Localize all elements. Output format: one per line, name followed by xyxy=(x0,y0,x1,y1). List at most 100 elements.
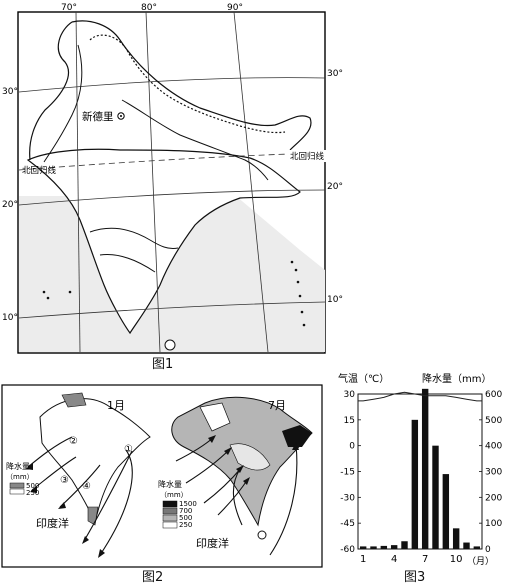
jan-ocean-label: 印度洋 xyxy=(36,516,69,530)
arrow-head-icon xyxy=(26,463,33,470)
island xyxy=(302,323,306,327)
jan-legend-title: 降水量 xyxy=(6,461,30,471)
tropic-label-right-box xyxy=(288,150,326,162)
right-tick-label: 500 xyxy=(485,416,502,426)
arrow-head-icon xyxy=(30,486,37,493)
jan-legend-unit: （mm） xyxy=(6,473,34,481)
left-tick-label: -60 xyxy=(340,545,355,555)
meridian-90 xyxy=(233,11,269,353)
figure-2-maps: 1月 ② ① ③ ④ 降水量 （mm） 500 250 印度洋 xyxy=(1,384,323,568)
city-label-new-delhi: 新德里 xyxy=(82,110,114,123)
arrow-head-icon xyxy=(58,502,66,509)
lon-label-70: 70° xyxy=(61,3,77,13)
precipitation-bar xyxy=(380,545,388,549)
arrow-head-icon xyxy=(82,536,89,544)
jan-rain-north xyxy=(61,392,87,408)
precipitation-bar xyxy=(421,388,429,549)
jul-legend-unit: （mm） xyxy=(160,491,188,499)
left-tick-label: -30 xyxy=(340,493,355,503)
dotted-border xyxy=(89,34,286,134)
arrow-head-icon xyxy=(292,442,299,450)
wind-arrow xyxy=(99,449,133,556)
x-tick-label: 1 xyxy=(360,554,366,565)
jul-legend-value-700: 700 xyxy=(179,507,192,515)
jan-legend-swatch-500 xyxy=(9,482,25,489)
island xyxy=(298,294,302,298)
precipitation-bar xyxy=(452,528,460,549)
river-indus xyxy=(43,44,83,163)
right-axis-ticks: 600 500 400 300 200 100 0 xyxy=(479,390,502,555)
jan-legend-value-250: 250 xyxy=(26,489,39,497)
capital-marker-dot xyxy=(120,115,122,117)
precipitation-bars xyxy=(359,388,481,549)
jul-medium-band xyxy=(229,443,271,471)
jan-land-outline xyxy=(39,398,151,525)
jul-legend-swatch-250 xyxy=(162,521,178,529)
marker-2: ② xyxy=(69,436,78,447)
x-tick-label: 10 xyxy=(450,554,463,565)
jan-arrow-heads xyxy=(26,463,105,558)
left-tick-label: 15 xyxy=(344,416,355,426)
precipitation-bar xyxy=(390,545,398,549)
plot-frame xyxy=(357,393,483,550)
x-tick-label: 4 xyxy=(391,554,397,565)
island xyxy=(68,290,72,294)
jul-sri-lanka xyxy=(257,530,267,540)
lon-label-90: 90° xyxy=(227,3,243,13)
lat-label-20-right: 20° xyxy=(327,182,343,192)
left-axis-title: 气温（℃） xyxy=(338,372,389,385)
wind-arrow xyxy=(269,444,298,556)
lat-label-10-left: 10° xyxy=(2,313,18,323)
figure-3-caption: 图3 xyxy=(404,570,426,585)
precipitation-bar xyxy=(411,419,419,549)
wind-arrow xyxy=(27,436,73,468)
himalaya-border xyxy=(29,20,312,161)
marker-4: ④ xyxy=(82,481,91,492)
left-tick-label: 30 xyxy=(344,390,356,400)
lat-label-30-right: 30° xyxy=(327,69,343,79)
islands xyxy=(42,260,306,327)
parallel-30 xyxy=(18,77,326,93)
river-peninsula-1 xyxy=(89,227,179,249)
jul-ocean-label: 印度洋 xyxy=(196,536,229,550)
precipitation-bar xyxy=(370,546,377,549)
precipitation-bar xyxy=(401,541,408,549)
x-axis-unit: （月） xyxy=(467,556,494,567)
precipitation-bar xyxy=(442,474,450,549)
wind-arrow xyxy=(31,456,77,491)
jul-arrow-heads xyxy=(208,435,299,485)
left-axis-ticks: 30 15 0 -15 -30 -45 -60 xyxy=(340,390,361,555)
jul-legend-value-500: 500 xyxy=(179,514,192,522)
arrow-head-icon xyxy=(98,549,105,558)
jan-title: 1月 xyxy=(107,399,125,412)
jul-legend-value-1500: 1500 xyxy=(179,500,197,508)
left-tick-label: 0 xyxy=(349,442,355,452)
tropic-label-left: 北回归线 xyxy=(22,165,57,176)
river-ganges xyxy=(121,99,269,181)
lon-label-80: 80° xyxy=(141,3,157,13)
meridian-70 xyxy=(75,11,81,353)
arrow-head-icon xyxy=(236,465,244,473)
july-map: 7月 降水量 （mm） 1500 700 500 250 印度洋 xyxy=(158,396,313,556)
island xyxy=(296,280,300,284)
wind-arrow xyxy=(232,468,243,526)
right-tick-label: 200 xyxy=(485,493,502,503)
right-tick-label: 100 xyxy=(485,519,502,529)
island xyxy=(42,290,46,294)
right-axis-title: 降水量（mm） xyxy=(422,372,491,385)
arrow-head-icon xyxy=(208,435,216,443)
precipitation-bar xyxy=(359,546,367,549)
left-tick-label: -15 xyxy=(340,468,355,478)
graticule xyxy=(18,11,326,353)
wind-arrow xyxy=(83,450,133,542)
jul-title: 7月 xyxy=(268,399,286,412)
jul-legend-swatch-500 xyxy=(162,514,178,522)
parallel-10 xyxy=(18,301,326,319)
island xyxy=(290,260,294,264)
arrow-head-icon xyxy=(224,447,232,455)
x-tick-label: 7 xyxy=(422,554,428,565)
january-map: 1月 ② ① ③ ④ 降水量 （mm） 500 250 印度洋 xyxy=(6,392,151,558)
river-peninsula-2 xyxy=(99,253,156,273)
x-axis-ticks: 1 4 7 10 xyxy=(360,554,463,565)
